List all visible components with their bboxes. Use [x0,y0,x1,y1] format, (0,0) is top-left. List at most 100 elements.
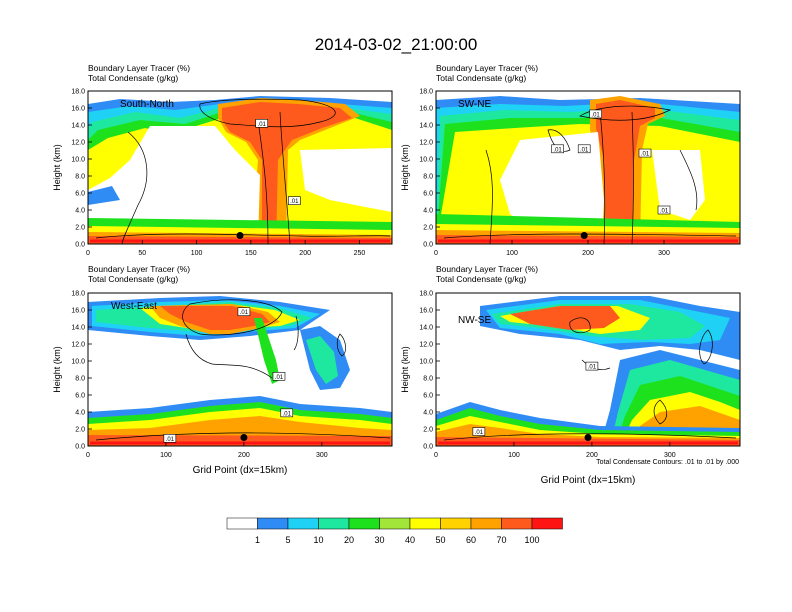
contour-label-box [472,427,486,436]
contour-labels: .01 .01 [472,361,599,436]
colorbar-label: 5 [285,535,290,545]
y-tick-label: 0.0 [423,242,433,249]
y-tick-label: 0.0 [423,444,433,451]
x-tick-label: 0 [86,250,90,257]
panel-title-line2: Total Condensate (g/kg) [88,274,178,284]
contour-label: .01 [580,147,589,153]
panel-label: South-North [120,99,174,110]
axes: 0 100 200 300 0.0 2.0 4.0 6.0 8.0 10.0 12.0 14.0 16.… [400,291,676,460]
colorbar-swatch [379,517,411,530]
x-tick-label: 300 [664,452,676,459]
y-tick-label: 4.0 [423,410,433,417]
y-tick-label: 4.0 [423,208,433,215]
contour-label-box [551,144,564,154]
y-tick-label: 14.0 [419,123,433,130]
y-tick-label: 10.0 [419,359,433,366]
y-tick-label: 10.0 [419,157,433,164]
contour-label-box [585,361,599,371]
location-marker [236,232,244,239]
x-axis-label: Grid Point (dx=15km) [193,465,288,476]
x-tick-label: 300 [658,250,670,257]
contour-label: .01 [166,437,175,443]
x-tick-label: 200 [238,452,250,459]
y-tick-label: 16.0 [71,106,85,113]
location-marker [580,232,588,239]
panel-title-line1: Boundary Layer Tracer (%) [88,264,190,274]
tracer-field [88,91,392,244]
y-axis-label: Height (km) [52,346,62,393]
contour-label-box [287,196,301,205]
colorbar-swatch [348,517,380,530]
contour-label: .01 [588,365,597,371]
y-tick-label: 2.0 [75,225,85,232]
panel-nw-se: Boundary Layer Tracer (%) Total Condensa… [400,264,741,486]
x-tick-label: 0 [86,452,90,459]
colorbar-label: 40 [405,535,415,545]
plot-frame [87,90,393,245]
x-tick-label: 100 [160,452,172,459]
contour-label: .01 [283,411,292,417]
y-tick-label: 8.0 [423,174,433,181]
panel-title-line1: Boundary Layer Tracer (%) [436,264,538,274]
colorbar-swatch [531,517,563,530]
y-tick-label: 4.0 [75,410,85,417]
colorbar-label: 70 [496,535,506,545]
y-tick-label: 4.0 [75,208,85,215]
y-tick-label: 8.0 [423,376,433,383]
tracer-field [436,91,740,244]
colorbar-swatch [409,517,441,530]
contour-labels: .01 .01 [255,119,301,205]
plot-frame [87,292,393,447]
colorbar-swatch [257,517,289,530]
y-tick-label: 12.0 [71,140,85,147]
contour-label-box [272,371,286,381]
y-tick-label: 0.0 [75,444,85,451]
x-tick-label: 100 [191,250,203,257]
contour-label-box [638,148,652,158]
y-tick-label: 8.0 [75,376,85,383]
panel-title-line1: Boundary Layer Tracer (%) [436,63,538,73]
y-tick-label: 2.0 [423,427,433,434]
contour-label: .01 [660,209,669,215]
panel-title-line2: Total Condensate (g/kg) [436,73,526,83]
contour-label: .01 [240,310,249,316]
x-tick-label: 150 [245,250,257,257]
y-tick-label: 6.0 [423,191,433,198]
y-axis-label: Height (km) [400,144,410,191]
contour-label: .01 [290,199,299,205]
x-tick-label: 50 [138,250,146,257]
panel-sw-ne: Boundary Layer Tracer (%) Total Condensa… [400,63,741,257]
y-tick-label: 18.0 [71,89,85,96]
y-tick-label: 6.0 [423,393,433,400]
colorbar-label: 50 [435,535,445,545]
x-tick-label: 0 [434,250,438,257]
location-marker [240,434,248,441]
y-tick-label: 0.0 [75,242,85,249]
y-tick-label: 16.0 [71,308,85,315]
y-tick-label: 18.0 [419,89,433,96]
contour-labels: .01 .01 .01 .01 .01 [551,109,671,215]
contour-label-box [657,205,671,215]
location-marker [584,434,592,441]
contour-label-box [237,307,251,317]
colorbar-swatch [318,517,350,530]
panel-south-north: Boundary Layer Tracer (%) Total Condensa… [52,63,393,258]
contour-label-box [163,434,177,443]
y-tick-label: 18.0 [419,291,433,298]
x-tick-label: 250 [354,250,366,257]
colorbar-label: 30 [374,535,384,545]
axes: 0 50 100 150 200 250 0.0 2.0 4.0 6.0 8.0 10.0 12.0 14… [52,89,365,258]
colorbar-swatch [226,517,258,530]
x-tick-label: 200 [299,250,311,257]
contour-label-box [255,119,269,128]
x-tick-label: 100 [508,452,520,459]
y-tick-label: 2.0 [75,427,85,434]
colorbar: 1 5 10 20 30 40 50 60 70 100 [226,517,563,545]
contour-label: .01 [475,430,484,436]
panel-west-east: Boundary Layer Tracer (%) Total Condensa… [52,264,393,476]
y-tick-label: 6.0 [75,191,85,198]
colorbar-swatch [440,517,472,530]
panel-title-line2: Total Condensate (g/kg) [88,73,178,83]
y-tick-label: 10.0 [71,359,85,366]
